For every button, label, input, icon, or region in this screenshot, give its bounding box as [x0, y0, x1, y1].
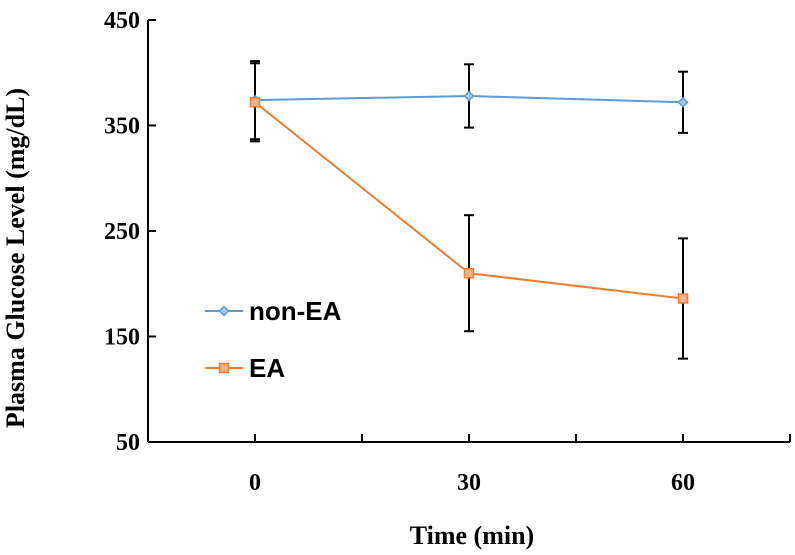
legend-swatch-marker	[218, 305, 230, 317]
data-point-non-ea	[677, 96, 689, 108]
y-tick-label: 350	[104, 114, 140, 140]
data-point-ea	[249, 97, 261, 108]
legend: non-EA EA	[205, 296, 342, 383]
x-axis-title: Time (min)	[410, 521, 534, 550]
y-tick-label: 450	[104, 8, 140, 34]
legend-label: EA	[249, 353, 285, 383]
x-tick-label: 30	[457, 470, 481, 496]
y-tick-label: 150	[104, 325, 140, 351]
y-axis-title: Plasma Glucose Level (mg/dL)	[1, 88, 30, 428]
axes: 50 150 250 350 450 0 30 60	[104, 8, 791, 496]
x-tick-label: 60	[671, 470, 695, 496]
series-markers	[249, 90, 689, 304]
y-tick-label: 50	[116, 430, 140, 456]
data-point-ea	[677, 293, 689, 304]
x-tick-label: 0	[249, 470, 261, 496]
data-point-non-ea	[463, 90, 475, 102]
legend-swatch-marker	[218, 362, 230, 374]
y-tick-label: 250	[104, 219, 140, 245]
legend-label: non-EA	[249, 296, 342, 326]
data-point-ea	[463, 267, 475, 279]
